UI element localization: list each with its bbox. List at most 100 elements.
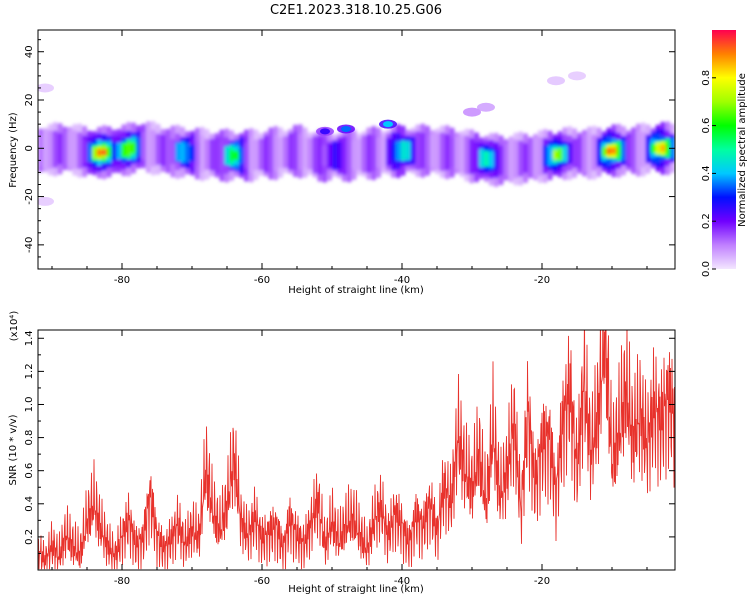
top-xtick-label-1: -60 <box>254 275 270 286</box>
heatmap-cell-228 <box>518 140 524 177</box>
heatmap-cell-240 <box>577 136 583 170</box>
heatmap-cell-187 <box>317 135 323 176</box>
secondary-feature-7 <box>38 83 54 93</box>
colorbar-ticks: 0.0 0.2 0.4 0.6 0.8 <box>701 70 716 277</box>
heatmap-cell-207 <box>415 131 421 171</box>
top-xtick-label-3: -20 <box>534 275 550 286</box>
heatmap-cell-208 <box>420 132 426 169</box>
heatmap-cell-334 <box>224 145 230 166</box>
heatmap-cell-375 <box>616 144 622 158</box>
heatmap-cell-288 <box>336 141 342 170</box>
heatmap-cell-214 <box>449 137 455 168</box>
heatmap-cell-199 <box>376 137 382 169</box>
heatmap-cell-330 <box>175 142 181 162</box>
heatmap-cell-232 <box>537 136 543 177</box>
heatmap-cell-380 <box>96 149 102 157</box>
secondary-feature-6 <box>568 71 586 81</box>
heatmap-cell-180 <box>283 135 289 169</box>
heatmap-cell-379 <box>665 141 671 155</box>
heatmap-cell-227 <box>513 139 519 179</box>
heatmap-cell-349 <box>562 145 568 163</box>
heatmap-cell-361 <box>91 147 97 159</box>
heatmap-cell-181 <box>287 132 293 171</box>
heatmap-cell-217 <box>464 135 470 175</box>
heatmap-cell-364 <box>106 145 112 158</box>
top-ytick-label-3: 20 <box>24 94 35 107</box>
heatmap-cell-343 <box>483 150 489 167</box>
heatmap-cell-225 <box>503 143 509 177</box>
snr-line-layer <box>38 330 675 570</box>
heatmap-cell-260 <box>82 138 88 165</box>
heatmap-cell-193 <box>346 137 352 174</box>
heatmap-cell-154 <box>155 133 161 166</box>
top-ytick-label-1: -20 <box>24 188 35 204</box>
spectrogram-panel: -80 -60 -40 -20 -40 -20 0 20 40 Height of straig… <box>8 29 676 296</box>
heatmap-cell-136 <box>67 130 73 168</box>
heatmap-cell-185 <box>307 137 313 170</box>
bottom-xtick-label-3: -20 <box>534 576 550 587</box>
heatmap-cell-382 <box>606 147 612 155</box>
bottom-y-multiplier: (x10⁴) <box>9 311 20 342</box>
heatmap-cell-134 <box>57 132 63 165</box>
heatmap-cell-133 <box>52 130 58 168</box>
secondary-feature-2 <box>379 119 397 129</box>
heatmap-cell-216 <box>459 135 465 173</box>
heatmap-cell-198 <box>371 134 377 172</box>
heatmap-cell-333 <box>189 144 195 162</box>
heatmap-cell-384 <box>660 144 666 152</box>
heatmap-cell-350 <box>596 141 602 163</box>
spectrogram-frame <box>37 29 676 270</box>
top-ytick-label-2: 0 <box>24 145 35 151</box>
bottom-ytick-label-2: 0.6 <box>24 463 35 479</box>
heatmap-cell-324 <box>111 141 117 162</box>
heatmap-cell-340 <box>400 140 406 161</box>
heatmap-cell-294 <box>410 136 416 165</box>
heatmap-cell-229 <box>523 143 529 174</box>
heatmap-cell-215 <box>454 136 460 170</box>
heatmap-cell-251 <box>630 131 636 170</box>
bottom-ytick-label-4: 1.0 <box>24 397 35 413</box>
heatmap-cell-377 <box>655 142 661 155</box>
colorbar-tick-label-4: 0.8 <box>701 70 712 86</box>
colorbar-tick-label-0: 0.0 <box>701 261 712 277</box>
top-ytick-label-4: 40 <box>24 45 35 58</box>
snr-series-line <box>38 330 675 570</box>
heatmap-cell-164 <box>204 138 210 171</box>
heatmap-cell-197 <box>366 133 372 174</box>
heatmap-cell-213 <box>444 134 450 171</box>
heatmap-cell-289 <box>385 137 391 167</box>
heatmap-cell-339 <box>395 141 401 161</box>
top-ytick-label-0: -40 <box>24 237 35 253</box>
heatmap-cell-194 <box>351 139 357 171</box>
heatmap-cell-319 <box>87 142 93 163</box>
heatmap-cell-130 <box>38 134 44 167</box>
heatmap-cell-243 <box>591 134 597 171</box>
heatmap-cell-231 <box>532 138 538 177</box>
heatmap-cell-132 <box>47 130 53 170</box>
heatmap-cell-273 <box>170 138 176 165</box>
bottom-ylabel: SNR (10 * v/v) <box>8 414 19 485</box>
heatmap-cell-226 <box>508 140 514 179</box>
heatmap-cell-209 <box>425 135 431 166</box>
secondary-feature-8 <box>38 196 54 206</box>
top-xtick-label-0: -80 <box>114 275 130 286</box>
heatmap-cell-285 <box>322 144 328 167</box>
heatmap-cell-325 <box>116 142 122 160</box>
heatmap-cell-342 <box>479 148 485 168</box>
bottom-axis-ticks: -80 -60 -40 -20 0.2 0.4 0.6 0.8 1.0 1.2 1.4 <box>24 330 675 587</box>
heatmap-cell-218 <box>469 138 475 175</box>
heatmap-cell-183 <box>297 133 303 170</box>
top-ylabel: Frequency (Hz) <box>8 112 19 188</box>
bottom-ytick-label-6: 1.4 <box>24 330 35 346</box>
bottom-ytick-label-3: 0.8 <box>24 430 35 446</box>
colorbar: 0.0 0.2 0.4 0.6 0.8 Normalized spectral ampl… <box>701 30 748 277</box>
heatmap-cell-369 <box>234 150 240 161</box>
heatmap-cell-331 <box>180 142 186 163</box>
heatmap-cell-368 <box>229 149 235 162</box>
bottom-xtick-label-1: -60 <box>254 576 270 587</box>
bottom-xlabel: Height of straight line (km) <box>288 584 424 595</box>
heatmap-cell-176 <box>263 135 269 173</box>
heatmap-cell-239 <box>572 138 578 169</box>
heatmap-cell-329 <box>136 137 142 157</box>
